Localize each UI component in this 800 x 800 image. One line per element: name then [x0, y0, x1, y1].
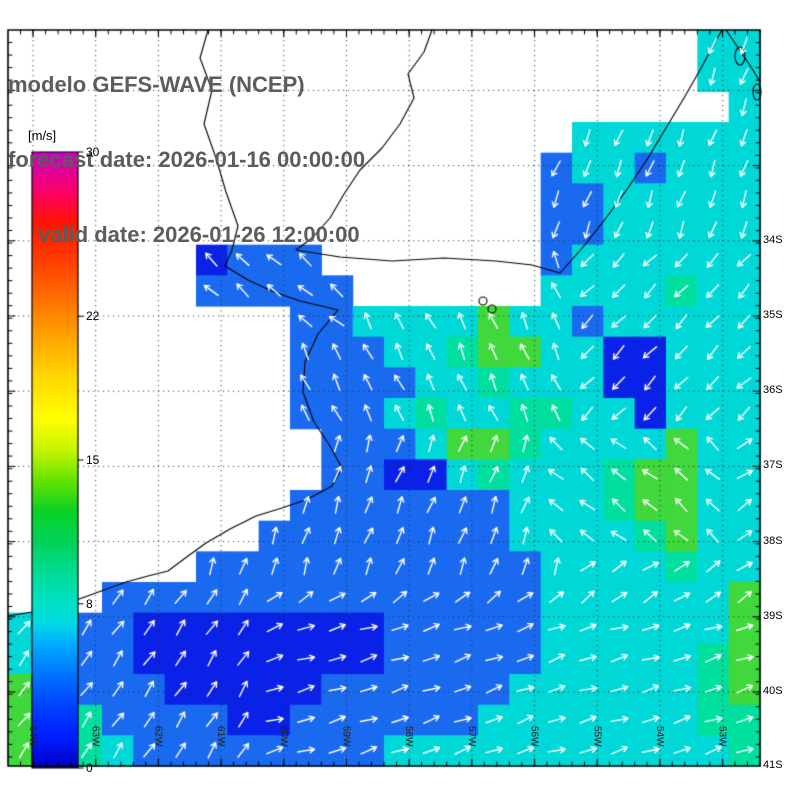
longitude-label: 62W: [152, 726, 164, 747]
longitude-label: 57W: [465, 726, 477, 747]
latitude-label: 37S: [763, 459, 783, 471]
longitude-label: 61W: [215, 726, 227, 747]
colorbar-tick-label: 15: [86, 453, 100, 467]
valid-date: valid date: 2026-01-26 12:00:00: [38, 222, 360, 247]
longitude-label: 56W: [528, 726, 540, 747]
longitude-label: 53W: [716, 726, 728, 747]
longitude-label: 55W: [591, 726, 603, 747]
latitude-label: 36S: [763, 384, 783, 396]
colorbar-tick-label: 8: [86, 596, 93, 611]
longitude-label: 64W: [27, 726, 38, 747]
colorbar-tick-label: 0: [86, 761, 93, 775]
latitude-label: 41S: [763, 759, 783, 771]
latitude-label: 40S: [763, 685, 783, 697]
latitude-label: 35S: [763, 309, 783, 321]
longitude-label: 63W: [89, 726, 101, 747]
model-title: modelo GEFS-WAVE (NCEP): [8, 72, 305, 97]
latitude-label: 34S: [763, 234, 783, 246]
colorbar-unit-label: [m/s]: [28, 128, 57, 143]
longitude-label: 59W: [340, 726, 352, 747]
colorbar-tick-label: 30: [86, 145, 100, 159]
colorbar-tick-label: 22: [86, 309, 100, 324]
latitude-label: 39S: [763, 610, 783, 622]
longitude-label: 60W: [277, 726, 289, 747]
header: modelo GEFS-WAVE (NCEP) forecast date: 2…: [8, 22, 365, 297]
forecast-date: forecast date: 2026-01-16 00:00:00: [8, 147, 366, 172]
longitude-label: 58W: [403, 726, 415, 747]
longitude-label: 54W: [654, 726, 665, 747]
latitude-label: 38S: [763, 535, 783, 547]
